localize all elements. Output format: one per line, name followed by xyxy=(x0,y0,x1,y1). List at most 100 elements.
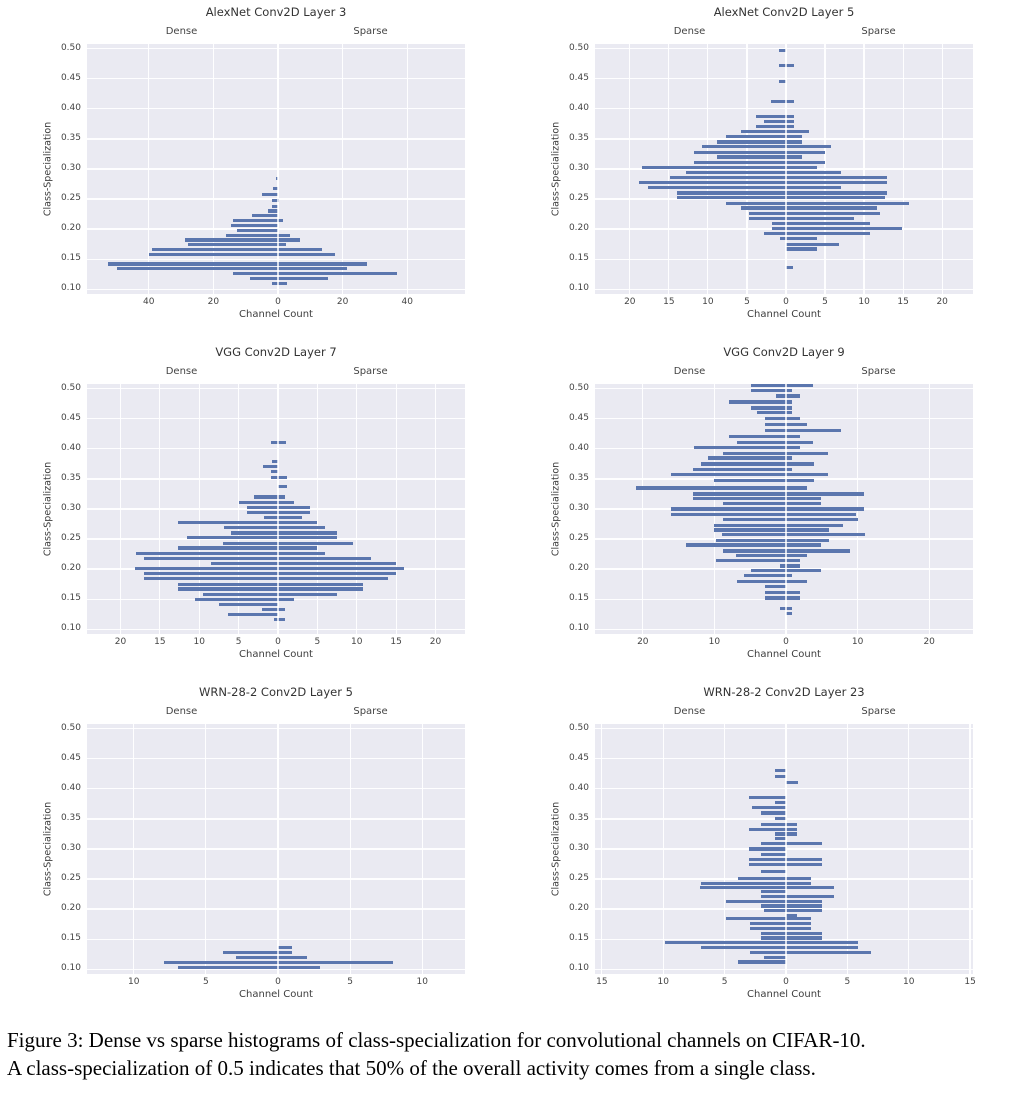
gridline-vertical xyxy=(668,44,670,294)
hist-bar-sparse xyxy=(278,556,371,560)
gridline-vertical xyxy=(406,44,408,294)
gridline-horizontal xyxy=(87,628,465,630)
hist-bar-dense xyxy=(763,909,786,913)
y-tick-label: 0.35 xyxy=(60,132,81,143)
y-tick-label: 0.35 xyxy=(60,812,81,823)
dense-column-header: Dense xyxy=(165,26,198,37)
hist-bar-dense xyxy=(700,462,786,466)
y-tick-label: 0.25 xyxy=(60,193,81,204)
hist-bar-sparse xyxy=(786,446,800,450)
x-tick-label: 10 xyxy=(416,977,428,987)
y-tick-label: 0.20 xyxy=(568,563,589,574)
y-tick-label: 0.30 xyxy=(568,163,589,173)
plot-title: WRN-28-2 Conv2D Layer 5 xyxy=(199,685,353,699)
hist-bar-dense xyxy=(238,500,278,504)
subplot-wrn-28-2-conv2d-layer-23: WRN-28-2 Conv2D Layer 23 Dense Sparse Cl… xyxy=(508,680,1016,1018)
hist-bar-sparse xyxy=(786,507,865,511)
x-tick-label: 5 xyxy=(235,637,242,647)
y-tick-label: 0.45 xyxy=(568,412,589,423)
x-tick-label: 5 xyxy=(202,977,209,987)
hist-bar-sparse xyxy=(278,243,287,247)
y-tick-label: 0.10 xyxy=(568,963,589,974)
y-tick-label: 0.10 xyxy=(568,283,589,294)
hist-bar-dense xyxy=(714,478,786,482)
hist-bar-dense xyxy=(774,801,786,805)
hist-bar-sparse xyxy=(278,271,397,276)
hist-bar-dense xyxy=(750,384,786,388)
hist-bar-sparse xyxy=(278,281,288,285)
hist-bar-sparse xyxy=(278,440,286,444)
hist-bar-dense xyxy=(686,171,786,175)
hist-bar-sparse xyxy=(786,429,842,433)
plot-area: 0.50 0.45 0.40 0.35 0.30 0.25 0.20 0.15 0.10 40 20… xyxy=(61,43,465,307)
hist-bar-sparse xyxy=(786,165,818,169)
hist-bar-dense xyxy=(725,917,786,921)
sparse-column-header: Sparse xyxy=(353,26,388,37)
hist-bar-sparse xyxy=(786,945,859,950)
hist-bar-sparse xyxy=(786,115,794,119)
hist-bar-sparse xyxy=(278,511,310,515)
hist-bar-sparse xyxy=(278,577,389,581)
hist-bar-dense xyxy=(270,440,278,444)
gridline-horizontal xyxy=(87,108,465,110)
dense-column-header: Dense xyxy=(165,366,198,377)
dense-column-header: Dense xyxy=(673,706,706,717)
y-tick-label: 0.45 xyxy=(60,412,81,423)
gridline-horizontal xyxy=(87,48,465,50)
hist-bar-dense xyxy=(756,124,786,128)
hist-bar-dense xyxy=(765,417,786,421)
hist-bar-sparse xyxy=(278,233,290,237)
hist-bar-dense xyxy=(117,267,278,271)
gridline-vertical xyxy=(148,44,150,294)
x-tick-label: 20 xyxy=(923,637,935,647)
hist-bar-sparse xyxy=(786,237,818,241)
hist-bar-dense xyxy=(671,507,786,511)
hist-bar-dense xyxy=(222,541,278,545)
x-tick-label: 0 xyxy=(783,297,789,307)
hist-bar-sparse xyxy=(786,130,810,134)
hist-bar-dense xyxy=(725,899,786,903)
hist-bar-sparse xyxy=(278,597,294,601)
hist-bar-dense xyxy=(749,857,786,861)
hist-bar-sparse xyxy=(278,965,320,969)
hist-bar-sparse xyxy=(786,472,829,476)
figure-caption-line-2: A class-specialization of 0.5 indicates … xyxy=(7,1056,816,1080)
hist-bar-dense xyxy=(740,206,786,210)
gridline-vertical xyxy=(133,724,135,974)
hist-bar-sparse xyxy=(786,894,834,899)
hist-bar-dense xyxy=(757,411,786,415)
hist-bar-dense xyxy=(729,435,786,439)
gridline-horizontal xyxy=(87,258,465,260)
hist-bar-sparse xyxy=(786,554,807,558)
hist-bar-dense xyxy=(755,115,786,119)
hist-bar-dense xyxy=(749,847,786,851)
hist-bar-sparse xyxy=(786,406,793,410)
hist-bar-sparse xyxy=(786,417,801,421)
x-tick-label: 10 xyxy=(127,977,140,987)
hist-bar-dense xyxy=(693,150,786,154)
hist-bar-sparse xyxy=(786,904,822,908)
hist-bar-sparse xyxy=(786,528,829,532)
zero-gridline xyxy=(785,724,787,974)
hist-bar-sparse xyxy=(786,242,840,246)
hist-bar-dense xyxy=(252,214,278,218)
hist-bar-sparse xyxy=(786,822,798,826)
hist-bar-sparse xyxy=(786,435,801,439)
hist-bar-sparse xyxy=(278,521,318,525)
hist-bar-dense xyxy=(639,181,786,185)
gridline-horizontal xyxy=(87,448,465,450)
hist-bar-sparse xyxy=(786,569,822,573)
hist-bar-sparse xyxy=(786,247,818,251)
gridline-vertical xyxy=(629,44,631,294)
hist-bar-dense xyxy=(671,472,786,476)
hist-bar-dense xyxy=(736,579,786,583)
x-tick-label: 10 xyxy=(902,977,915,987)
hist-bar-dense xyxy=(764,119,786,124)
gridline-horizontal xyxy=(595,138,973,140)
hist-bar-sparse xyxy=(786,191,887,195)
hist-bar-sparse xyxy=(786,921,811,926)
x-tick-label: 10 xyxy=(351,637,363,647)
subplot-wrn-28-2-conv2d-layer-5: WRN-28-2 Conv2D Layer 5 Dense Sparse Cla… xyxy=(0,680,508,1018)
hist-bar-dense xyxy=(271,281,278,285)
hist-bar-sparse xyxy=(786,150,826,154)
